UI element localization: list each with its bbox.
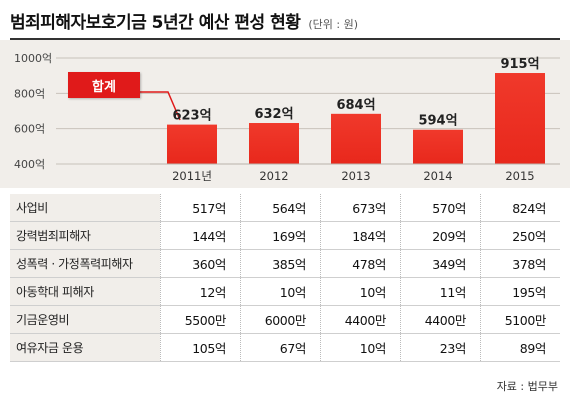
- table-cell: 89억: [480, 334, 560, 361]
- bar-chart: 1000억 800억 600억 400억 623억 2011년 632억 2012 684억 20…: [14, 52, 560, 183]
- table-cell: 4400만: [320, 306, 400, 333]
- table-row: 여유자금 운용 105억 67억 10억 23억 89억: [10, 334, 560, 362]
- x-tick-label: 2014: [423, 169, 452, 183]
- table-cell: 105억: [160, 334, 240, 361]
- table-cell: 4400만: [400, 306, 480, 333]
- callout-connector: [140, 91, 181, 121]
- bar: [495, 73, 545, 164]
- x-tick-label: 2015: [505, 169, 534, 183]
- bar: [413, 129, 463, 164]
- table-cell: 360억: [160, 250, 240, 277]
- row-label: 사업비: [10, 194, 160, 221]
- data-label: 623억: [172, 109, 211, 124]
- row-label: 여유자금 운용: [10, 334, 160, 361]
- table-row: 강력범죄피해자 144억 169억 184억 209억 250억: [10, 222, 560, 250]
- row-label: 성폭력 · 가정폭력피해자: [10, 250, 160, 277]
- table-cell: 6000만: [240, 306, 320, 333]
- table-cell: 673억: [320, 194, 400, 221]
- data-label: 915억: [500, 57, 539, 72]
- x-tick-label: 2011년: [172, 169, 212, 183]
- table-cell: 144억: [160, 222, 240, 249]
- table-cell: 10억: [240, 278, 320, 305]
- header-rule: [10, 38, 560, 40]
- table-row: 사업비 517억 564억 673억 570억 824억: [10, 194, 560, 222]
- table-row: 아동학대 피해자 12억 10억 10억 11억 195억: [10, 278, 560, 306]
- breakdown-table: 사업비 517억 564억 673억 570억 824억 강력범죄피해자 144억 169억 18…: [10, 194, 560, 362]
- data-label: 684억: [336, 98, 375, 113]
- chart-title: 범죄피해자보호기금 5년간 예산 편성 현황: [10, 13, 301, 33]
- row-label: 기금운영비: [10, 306, 160, 333]
- x-tick-label: 2012: [259, 169, 288, 183]
- header: 범죄피해자보호기금 5년간 예산 편성 현황 (단위 : 원): [10, 8, 358, 34]
- table-cell: 67억: [240, 334, 320, 361]
- total-callout: 합계: [68, 72, 140, 98]
- table-cell: 209억: [400, 222, 480, 249]
- row-label: 아동학대 피해자: [10, 278, 160, 305]
- table-cell: 378억: [480, 250, 560, 277]
- table-cell: 570억: [400, 194, 480, 221]
- table-cell: 11억: [400, 278, 480, 305]
- table-cell: 195억: [480, 278, 560, 305]
- unit-note: (단위 : 원): [308, 18, 359, 31]
- data-label: 594억: [418, 114, 457, 129]
- row-label: 강력범죄피해자: [10, 222, 160, 249]
- table-cell: 10억: [320, 278, 400, 305]
- table-cell: 564억: [240, 194, 320, 221]
- table-cell: 23억: [400, 334, 480, 361]
- table-cell: 824억: [480, 194, 560, 221]
- bar: [331, 113, 381, 164]
- y-tick-label: 600억: [14, 123, 45, 136]
- y-tick-label: 1000억: [14, 52, 52, 65]
- table-cell: 10억: [320, 334, 400, 361]
- x-tick-label: 2013: [341, 169, 370, 183]
- table-cell: 184억: [320, 222, 400, 249]
- y-tick-label: 400억: [14, 158, 45, 171]
- chart-area: 1000억 800억 600억 400억 623억 2011년 632억 2012 684억 20…: [0, 40, 570, 188]
- table-cell: 5500만: [160, 306, 240, 333]
- table-cell: 349억: [400, 250, 480, 277]
- table-row: 성폭력 · 가정폭력피해자 360억 385억 478억 349억 378억: [10, 250, 560, 278]
- source-note: 자료 : 법무부: [496, 380, 558, 393]
- table-cell: 385억: [240, 250, 320, 277]
- bar: [249, 123, 299, 164]
- table-row: 기금운영비 5500만 6000만 4400만 4400만 5100만: [10, 306, 560, 334]
- table-cell: 169억: [240, 222, 320, 249]
- table-cell: 12억: [160, 278, 240, 305]
- y-tick-label: 800억: [14, 87, 45, 100]
- table-cell: 478억: [320, 250, 400, 277]
- table-cell: 517억: [160, 194, 240, 221]
- table-cell: 250억: [480, 222, 560, 249]
- bar: [167, 124, 217, 164]
- table-cell: 5100만: [480, 306, 560, 333]
- data-label: 632억: [254, 107, 293, 122]
